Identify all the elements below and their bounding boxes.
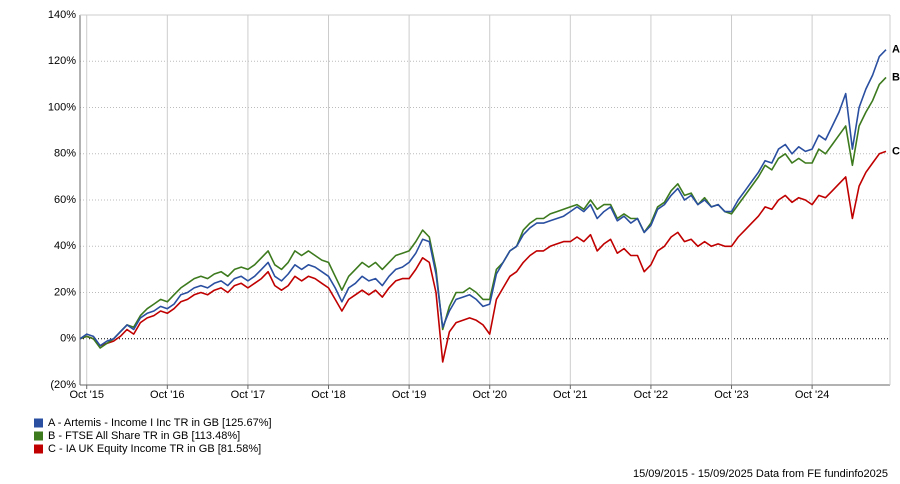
y-tick-label: (20% [50,379,76,391]
y-tick-label: 120% [48,55,76,67]
legend-swatch [34,418,43,428]
x-tick-label: Oct '16 [150,389,185,401]
x-tick-label: Oct '15 [69,389,104,401]
x-tick-label: Oct '20 [472,389,507,401]
x-tick-label: Oct '22 [634,389,669,401]
x-tick-label: Oct '23 [714,389,749,401]
x-tick-label: Oct '24 [795,389,830,401]
end-label: B [892,71,900,83]
legend-label: A - Artemis - Income I Inc TR in GB [125… [48,417,272,429]
legend-label: B - FTSE All Share TR in GB [113.48%] [48,430,240,442]
y-tick-label: 0% [60,333,76,345]
series-line [79,49,887,347]
legend-label: C - IA UK Equity Income TR in GB [81.58%… [48,443,261,455]
y-tick-label: 80% [54,148,76,160]
end-label: C [892,145,900,157]
legend-swatch [34,431,43,441]
series-line [79,76,887,349]
y-tick-label: 40% [54,240,76,252]
y-tick-label: 140% [48,9,76,21]
legend-swatch [34,444,43,454]
y-tick-label: 100% [48,101,76,113]
x-tick-label: Oct '18 [311,389,346,401]
x-tick-label: Oct '19 [392,389,427,401]
x-tick-label: Oct '17 [231,389,266,401]
end-label: A [892,44,900,56]
footer-note: 15/09/2015 - 15/09/2025 Data from FE fun… [633,468,888,480]
series-line [79,150,887,363]
y-tick-label: 60% [54,194,76,206]
x-tick-label: Oct '21 [553,389,588,401]
y-tick-label: 20% [54,286,76,298]
